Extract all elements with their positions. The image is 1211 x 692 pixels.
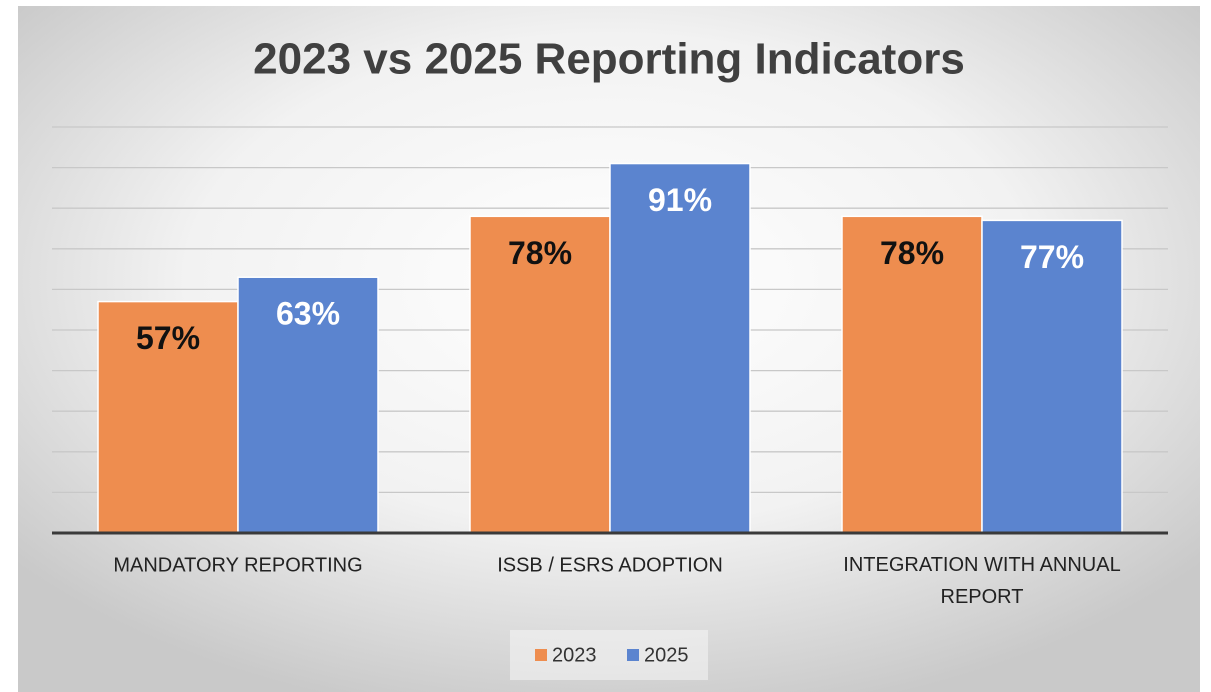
data-label: 78% xyxy=(880,235,944,271)
bar xyxy=(469,215,611,534)
legend-swatch xyxy=(535,649,547,661)
data-label: 78% xyxy=(508,235,572,271)
data-label: 63% xyxy=(276,296,340,332)
bar xyxy=(609,162,751,534)
x-tick-label: ISSB / ESRS ADOPTION xyxy=(497,554,723,576)
legend-label: 2023 xyxy=(552,644,597,666)
data-label: 57% xyxy=(136,320,200,356)
x-tick-label: INTEGRATION WITH ANNUAL REPORT xyxy=(843,554,1120,608)
bar xyxy=(97,300,239,534)
bar xyxy=(237,276,379,534)
data-label: 77% xyxy=(1020,239,1084,275)
legend-label: 2025 xyxy=(644,644,689,666)
chart-title: 2023 vs 2025 Reporting Indicators xyxy=(253,35,965,84)
data-label: 91% xyxy=(648,182,712,218)
bar xyxy=(981,219,1123,534)
legend-swatch xyxy=(627,649,639,661)
bar xyxy=(841,215,983,534)
x-tick-label: MANDATORY REPORTING xyxy=(113,554,362,576)
